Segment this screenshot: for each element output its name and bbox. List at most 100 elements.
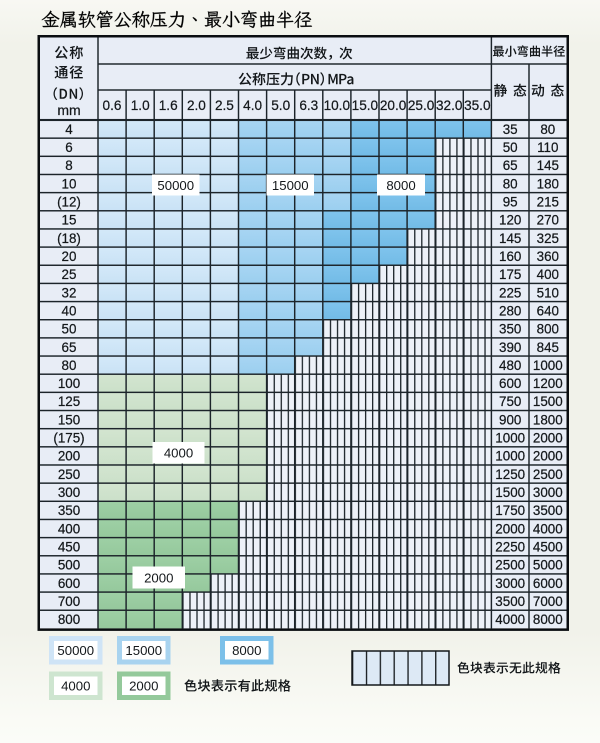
svg-text:8000: 8000 [386,178,415,193]
svg-text:360: 360 [537,249,559,264]
svg-text:40: 40 [62,303,77,318]
svg-text:1200: 1200 [533,376,563,391]
svg-text:3000: 3000 [495,576,525,591]
svg-text:1750: 1750 [495,503,525,518]
svg-text:160: 160 [499,249,521,264]
svg-text:120: 120 [499,213,521,228]
svg-text:80: 80 [540,122,555,137]
svg-text:25.0: 25.0 [408,98,435,113]
svg-text:80: 80 [503,176,518,191]
svg-text:200: 200 [58,449,80,464]
svg-text:2.0: 2.0 [187,98,206,113]
svg-text:8000: 8000 [232,643,261,658]
svg-text:215: 215 [537,195,559,210]
svg-text:1000: 1000 [495,449,525,464]
svg-text:350: 350 [499,322,521,337]
svg-text:3500: 3500 [533,503,563,518]
svg-text:225: 225 [499,285,521,300]
svg-text:450: 450 [58,540,80,555]
svg-text:600: 600 [58,576,80,591]
svg-text:65: 65 [503,158,518,173]
svg-text:0.6: 0.6 [103,98,122,113]
svg-text:180: 180 [537,176,559,191]
svg-text:6: 6 [65,140,72,155]
svg-text:4000: 4000 [495,612,525,627]
svg-text:2500: 2500 [495,558,525,573]
svg-text:4000: 4000 [533,521,563,536]
svg-text:5.0: 5.0 [271,98,290,113]
svg-text:145: 145 [537,158,559,173]
svg-text:2000: 2000 [495,521,525,536]
svg-text:900: 900 [499,412,521,427]
svg-text:15000: 15000 [125,643,162,658]
svg-text:6000: 6000 [533,576,563,591]
svg-text:280: 280 [499,303,521,318]
svg-text:80: 80 [62,358,77,373]
svg-text:25: 25 [62,267,77,282]
svg-text:2.5: 2.5 [215,98,234,113]
svg-text:50: 50 [503,140,518,155]
svg-text:400: 400 [537,267,559,282]
svg-text:8000: 8000 [533,612,563,627]
svg-text:640: 640 [537,303,559,318]
svg-text:1500: 1500 [533,394,563,409]
svg-text:2000: 2000 [533,431,563,446]
svg-text:300: 300 [58,485,80,500]
svg-text:4: 4 [65,122,73,137]
svg-text:750: 750 [499,394,521,409]
svg-text:600: 600 [499,376,521,391]
svg-text:3000: 3000 [533,485,563,500]
svg-text:(18): (18) [57,231,81,246]
svg-text:400: 400 [58,521,80,536]
svg-text:1000: 1000 [533,358,563,373]
svg-text:5000: 5000 [533,558,563,573]
svg-text:800: 800 [537,322,559,337]
svg-text:10: 10 [62,176,77,191]
svg-text:10.0: 10.0 [324,98,351,113]
svg-text:325: 325 [537,231,559,246]
svg-text:145: 145 [499,231,521,246]
svg-text:2000: 2000 [533,449,563,464]
svg-text:(12): (12) [57,195,81,210]
svg-text:50000: 50000 [57,643,94,658]
svg-text:7000: 7000 [533,594,563,609]
svg-text:125: 125 [58,394,80,409]
svg-text:15: 15 [62,213,77,228]
svg-text:1500: 1500 [495,485,525,500]
svg-text:2250: 2250 [495,540,525,555]
svg-text:32: 32 [62,285,77,300]
svg-text:2000: 2000 [144,570,173,585]
svg-text:350: 350 [58,503,80,518]
svg-text:4.0: 4.0 [243,98,262,113]
svg-text:4000: 4000 [61,679,90,694]
svg-text:110: 110 [537,140,558,155]
svg-text:8: 8 [65,158,72,173]
svg-text:3500: 3500 [495,594,525,609]
svg-text:1250: 1250 [495,467,525,482]
svg-text:15000: 15000 [272,178,309,193]
svg-text:390: 390 [499,340,521,355]
svg-text:50: 50 [62,322,77,337]
svg-text:1000: 1000 [495,431,525,446]
svg-text:50000: 50000 [157,178,194,193]
svg-text:100: 100 [58,376,80,391]
svg-text:1.6: 1.6 [159,98,178,113]
svg-text:65: 65 [62,340,77,355]
svg-text:845: 845 [537,340,559,355]
svg-text:35: 35 [503,122,518,137]
svg-text:1.0: 1.0 [131,98,150,113]
svg-text:35.0: 35.0 [464,98,491,113]
svg-text:250: 250 [58,467,80,482]
svg-text:95: 95 [503,195,518,210]
svg-text:4000: 4000 [164,446,193,461]
svg-text:700: 700 [58,594,80,609]
svg-text:150: 150 [58,412,80,427]
svg-text:6.3: 6.3 [299,98,318,113]
svg-text:480: 480 [499,358,521,373]
svg-text:20.0: 20.0 [380,98,407,113]
svg-text:510: 510 [537,285,559,300]
svg-text:175: 175 [499,267,521,282]
svg-text:800: 800 [58,612,80,627]
svg-text:mm: mm [57,102,80,118]
svg-text:2500: 2500 [533,467,563,482]
